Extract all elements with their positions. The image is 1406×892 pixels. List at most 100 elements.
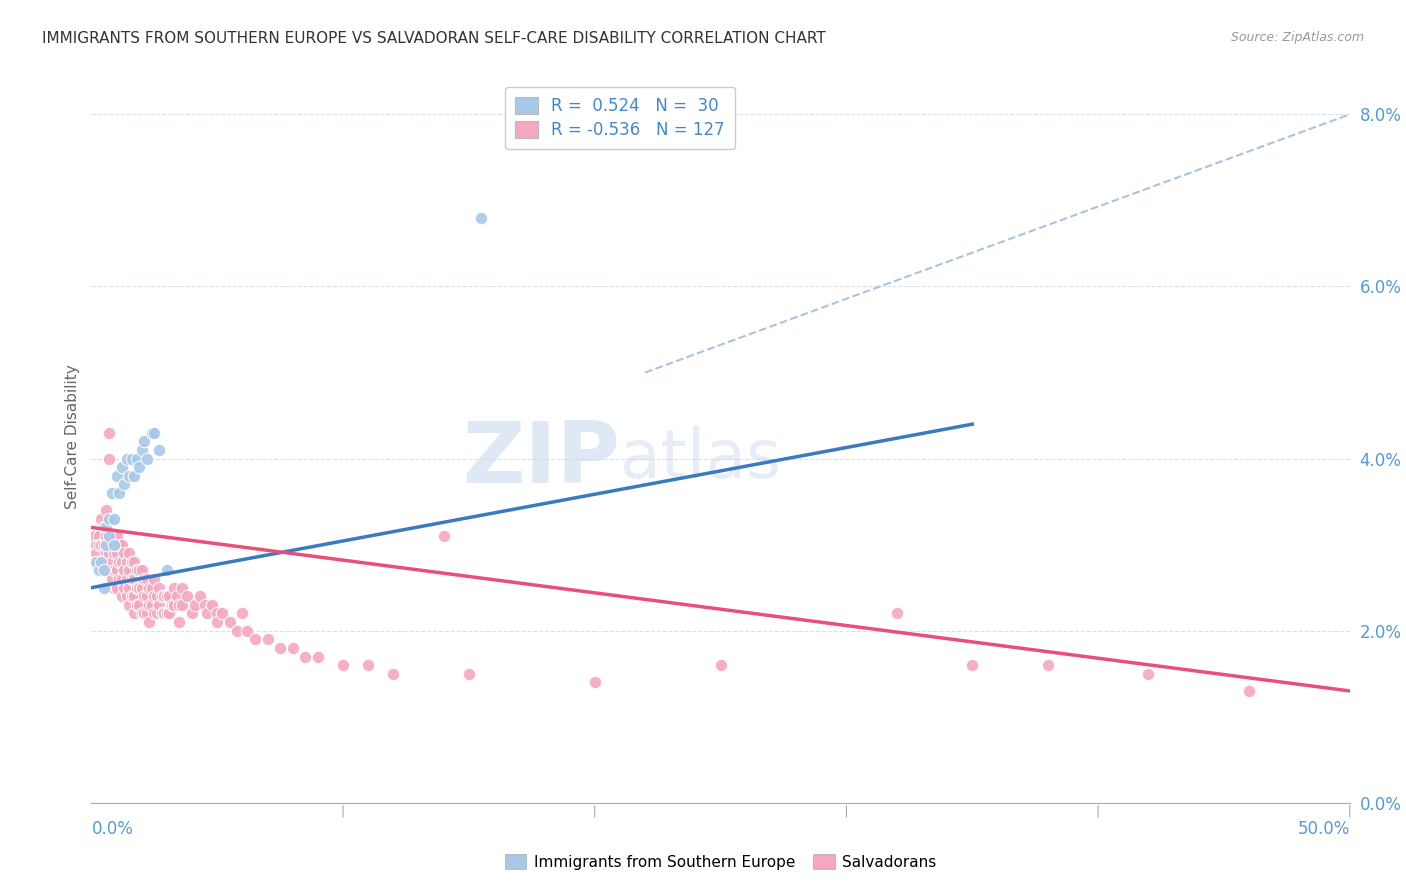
Point	[131, 607, 153, 621]
Point	[148, 442, 170, 457]
Point	[128, 581, 150, 595]
Point	[122, 607, 145, 621]
Point	[148, 598, 170, 612]
Point	[1237, 684, 1260, 698]
Point	[100, 486, 122, 500]
Point	[166, 589, 188, 603]
Point	[150, 607, 173, 621]
Point	[382, 666, 405, 681]
Point	[143, 589, 166, 603]
Text: 50.0%: 50.0%	[1298, 820, 1350, 838]
Point	[357, 658, 380, 673]
Point	[169, 615, 191, 629]
Point	[226, 624, 249, 638]
Point	[90, 555, 112, 569]
Point	[138, 598, 160, 612]
Point	[98, 546, 121, 560]
Point	[110, 555, 132, 569]
Point	[160, 598, 183, 612]
Point	[98, 512, 121, 526]
Point	[157, 589, 180, 603]
Point	[148, 581, 170, 595]
Point	[1137, 666, 1160, 681]
Point	[98, 529, 121, 543]
Point	[105, 581, 128, 595]
Point	[118, 598, 141, 612]
Point	[103, 512, 125, 526]
Point	[138, 581, 160, 595]
Point	[118, 546, 141, 560]
Point	[122, 572, 145, 586]
Point	[122, 555, 145, 569]
Point	[176, 589, 198, 603]
Point	[112, 477, 135, 491]
Legend: Immigrants from Southern Europe, Salvadorans: Immigrants from Southern Europe, Salvado…	[499, 848, 942, 876]
Point	[93, 564, 115, 578]
Point	[87, 555, 110, 569]
Point	[163, 598, 186, 612]
Point	[87, 538, 110, 552]
Point	[86, 538, 108, 552]
Point	[105, 546, 128, 560]
Point	[121, 451, 143, 466]
Point	[112, 546, 135, 560]
Point	[143, 572, 166, 586]
Point	[108, 538, 131, 552]
Point	[125, 581, 148, 595]
Point	[112, 581, 135, 595]
Point	[150, 589, 173, 603]
Point	[86, 555, 108, 569]
Point	[96, 546, 118, 560]
Point	[115, 451, 138, 466]
Point	[100, 572, 122, 586]
Point	[118, 581, 141, 595]
Point	[157, 607, 180, 621]
Y-axis label: Self-Care Disability: Self-Care Disability	[65, 365, 80, 509]
Point	[122, 468, 145, 483]
Point	[108, 486, 131, 500]
Point	[170, 598, 193, 612]
Text: IMMIGRANTS FROM SOUTHERN EUROPE VS SALVADORAN SELF-CARE DISABILITY CORRELATION C: IMMIGRANTS FROM SOUTHERN EUROPE VS SALVA…	[42, 31, 825, 46]
Point	[294, 649, 316, 664]
Point	[103, 546, 125, 560]
Point	[583, 675, 606, 690]
Point	[188, 589, 211, 603]
Point	[143, 425, 166, 440]
Point	[100, 555, 122, 569]
Point	[87, 529, 110, 543]
Point	[170, 581, 193, 595]
Point	[96, 503, 118, 517]
Point	[269, 640, 291, 655]
Point	[211, 607, 233, 621]
Point	[108, 572, 131, 586]
Point	[86, 546, 108, 560]
Point	[125, 564, 148, 578]
Point	[134, 589, 156, 603]
Point	[96, 538, 118, 552]
Point	[135, 607, 157, 621]
Point	[90, 555, 112, 569]
Point	[962, 658, 984, 673]
Point	[93, 538, 115, 552]
Point	[96, 564, 118, 578]
Point	[110, 572, 132, 586]
Point	[153, 607, 176, 621]
Point	[256, 632, 278, 647]
Point	[218, 615, 240, 629]
Point	[194, 598, 217, 612]
Point	[181, 607, 204, 621]
Point	[138, 615, 160, 629]
Text: atlas: atlas	[620, 426, 780, 492]
Point	[93, 581, 115, 595]
Point	[183, 598, 205, 612]
Point	[135, 451, 157, 466]
Text: Source: ZipAtlas.com: Source: ZipAtlas.com	[1230, 31, 1364, 45]
Point	[105, 529, 128, 543]
Point	[110, 589, 132, 603]
Point	[93, 555, 115, 569]
Point	[131, 442, 153, 457]
Point	[103, 529, 125, 543]
Text: 0.0%: 0.0%	[91, 820, 134, 838]
Point	[236, 624, 259, 638]
Point	[121, 572, 143, 586]
